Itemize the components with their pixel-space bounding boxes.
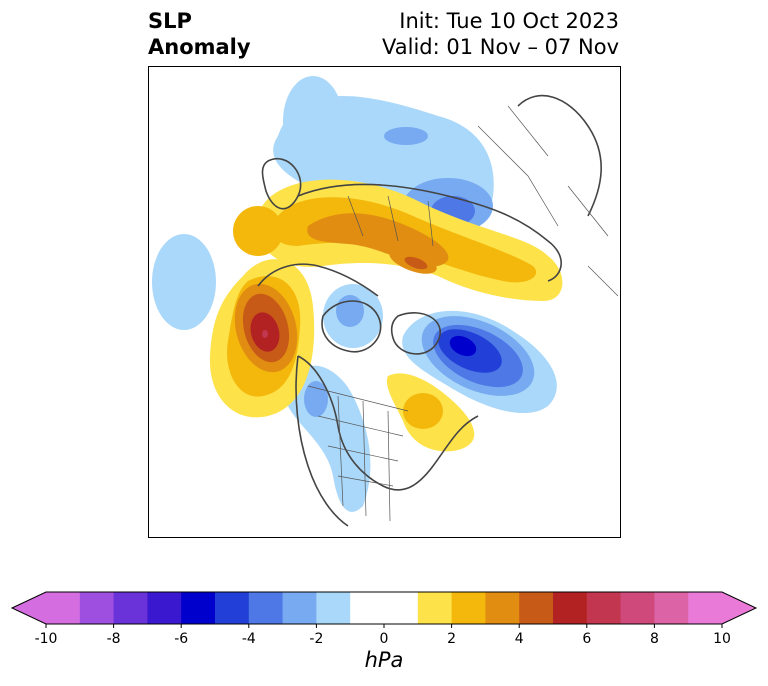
forecast-dates: Init: Tue 10 Oct 2023 Valid: 01 Nov – 07… xyxy=(382,8,619,60)
colorbar-tick-label: 6 xyxy=(582,631,591,645)
title-line-2: Anomaly xyxy=(148,35,251,59)
colorbar-swatch xyxy=(215,592,250,624)
arctic-low-inner xyxy=(336,295,364,327)
colorbar-swatch xyxy=(417,592,453,624)
init-date: Init: Tue 10 Oct 2023 xyxy=(399,9,619,33)
colorbar-extend-min xyxy=(12,592,46,624)
east-canada-high-inner xyxy=(403,393,443,429)
atlantic-low-core xyxy=(449,335,477,357)
pacific-low-west xyxy=(152,234,216,330)
colorbar-swatch xyxy=(316,592,351,624)
colorbar-swatch xyxy=(248,592,284,624)
valid-range: Valid: 01 Nov – 07 Nov xyxy=(382,35,619,59)
colorbar-swatch xyxy=(350,592,419,624)
colorbar-swatch xyxy=(282,592,317,624)
map-title: SLP Anomaly xyxy=(148,8,251,60)
siberia-high-east xyxy=(233,206,283,256)
colorbar-swatch xyxy=(519,592,554,624)
colorbar-swatch xyxy=(485,592,520,624)
colorbar-swatch xyxy=(654,592,689,624)
colorbar-tick-label: 0 xyxy=(380,631,389,645)
coastlines xyxy=(257,94,602,527)
colorbar-swatch xyxy=(688,592,723,624)
negative-anomaly-contours xyxy=(152,76,557,512)
colorbar-swatch xyxy=(113,592,148,624)
colorbar-tick-label: -10 xyxy=(35,631,58,645)
colorbar-tick-label: 4 xyxy=(515,631,524,645)
colorbar-swatch xyxy=(586,592,622,624)
colorbar-tick-label: 2 xyxy=(447,631,456,645)
colorbar-tick-label: 10 xyxy=(713,631,731,645)
colorbar-swatch xyxy=(553,592,588,624)
colorbar-swatch xyxy=(79,592,115,624)
colorbar-swatch xyxy=(46,592,81,624)
political-boundaries xyxy=(307,105,619,522)
colorbar-tick-label: -8 xyxy=(107,631,121,645)
colorbar-swatch xyxy=(181,592,216,624)
colorbar-tick-label: -4 xyxy=(242,631,256,645)
arctic-high-band-east-core xyxy=(404,256,428,270)
colorbar-swatch xyxy=(451,592,486,624)
title-line-1: SLP xyxy=(148,9,192,33)
west-canada-low-inner xyxy=(304,381,328,417)
colorbar-swatch xyxy=(147,592,182,624)
colorbar-tick-label: -2 xyxy=(309,631,323,645)
europe-low-outer xyxy=(283,76,343,166)
colorbar-extend-max xyxy=(722,592,756,624)
colorbar-swatch xyxy=(620,592,655,624)
north-europe-low-mid xyxy=(384,127,428,145)
colorbar-ticks: -10 -8 -6 -4 -2 0 2 4 6 8 10 xyxy=(35,624,731,645)
positive-anomaly-contours xyxy=(209,179,563,452)
colorbar-swatches xyxy=(10,591,758,625)
slp-anomaly-map xyxy=(148,66,621,538)
colorbar-unit-label: hPa xyxy=(364,648,404,672)
pacific-high-peak xyxy=(262,330,268,338)
colorbar: -10 -8 -6 -4 -2 0 2 4 6 8 10 xyxy=(10,591,758,645)
colorbar-tick-label: -6 xyxy=(174,631,188,645)
colorbar-tick-label: 8 xyxy=(650,631,659,645)
